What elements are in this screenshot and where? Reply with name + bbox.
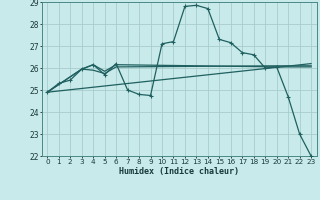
X-axis label: Humidex (Indice chaleur): Humidex (Indice chaleur) [119,167,239,176]
